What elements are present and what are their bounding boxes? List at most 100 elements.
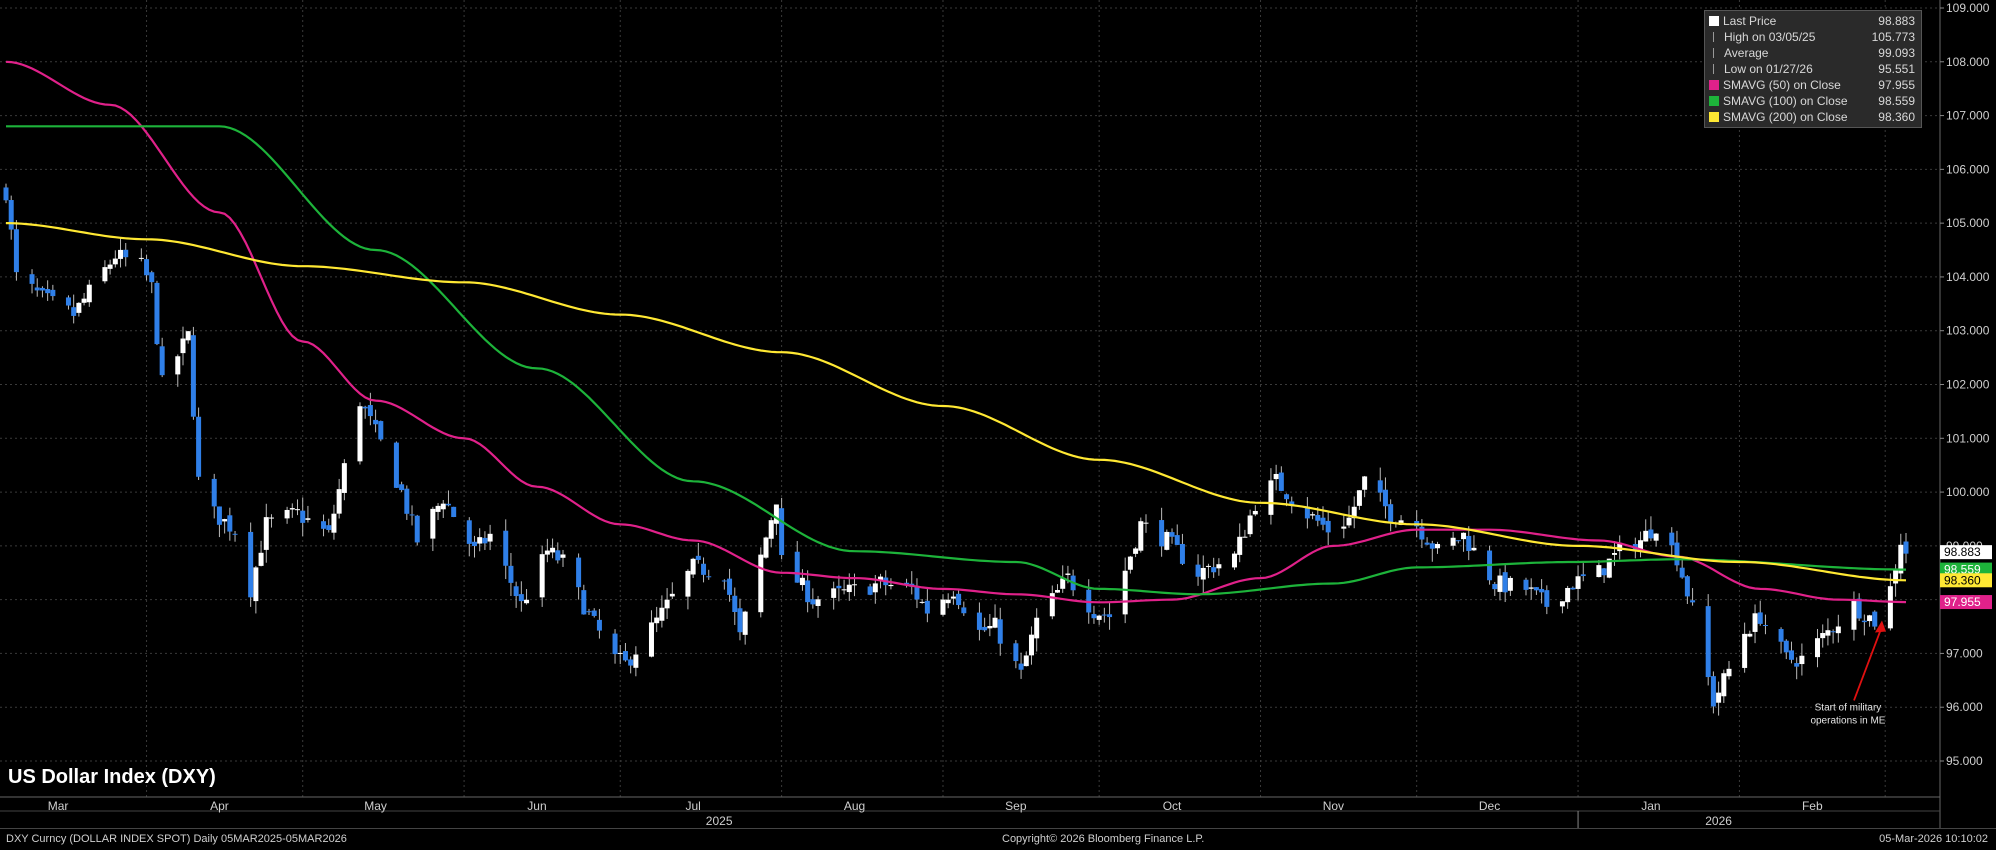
candle-down [367, 405, 373, 417]
candle-up [654, 617, 660, 624]
candle-up [305, 518, 311, 520]
candle-up [1559, 601, 1565, 607]
candle-down [591, 610, 597, 616]
legend-row: Last Price 98.883 [1709, 13, 1917, 29]
candle-up [1200, 567, 1206, 580]
candle-down [1429, 543, 1435, 549]
candle-up [331, 513, 337, 533]
candle-up [1341, 526, 1347, 529]
candle-down [471, 541, 477, 547]
candle-up [1138, 521, 1144, 551]
candle-down [1289, 501, 1295, 505]
candle-up [76, 302, 82, 313]
candle-up [1721, 673, 1727, 697]
candle-up [1596, 565, 1602, 578]
candle-up [1887, 586, 1893, 629]
candle-down [445, 503, 451, 506]
candle-down [1018, 663, 1024, 670]
candle-up [1133, 548, 1139, 554]
candle-down [1315, 514, 1321, 521]
candle-up [263, 517, 269, 550]
candle-up [336, 489, 342, 514]
candle-up [1471, 547, 1477, 551]
candle-up [799, 577, 805, 586]
candle-down [1159, 520, 1165, 547]
candle-down [737, 608, 743, 633]
candle-down [1778, 629, 1784, 642]
annotation-arrowhead [1874, 620, 1886, 633]
axis-value-tag: 97.955 [1940, 595, 1992, 610]
candle-down [810, 599, 816, 605]
annotation-text: operations in ME [1810, 715, 1885, 726]
candle-down [695, 555, 701, 560]
candle-up [1356, 490, 1362, 506]
candle-up [544, 550, 550, 555]
candle-up [1716, 692, 1722, 703]
candle-down [216, 506, 222, 525]
candle-up [773, 504, 779, 524]
candle-down [727, 578, 733, 595]
candle-up [685, 570, 691, 597]
candle-down [300, 510, 306, 523]
candle-down [34, 287, 40, 291]
candle-down [1377, 480, 1383, 493]
candle-up [1034, 617, 1040, 639]
candle-down [1278, 472, 1284, 491]
candles [3, 183, 1909, 716]
x-month-label: Nov [1323, 799, 1344, 813]
candle-up [1164, 531, 1170, 550]
candle-down [1788, 650, 1794, 660]
candle-down [1674, 542, 1680, 566]
candle-down [581, 590, 587, 615]
candle-down [404, 488, 410, 514]
candle-up [1216, 564, 1222, 569]
candle-down [914, 585, 920, 600]
candle-down [1382, 489, 1388, 507]
candle-up [477, 537, 483, 544]
candle-up [1055, 590, 1061, 593]
candle-up [560, 554, 566, 558]
high-marker-icon [1713, 32, 1720, 42]
candle-down [373, 419, 379, 425]
candle-down [503, 530, 509, 566]
candle-up [1726, 668, 1732, 677]
candle-up [86, 284, 92, 303]
axis-value-tag: 98.360 [1940, 573, 1992, 588]
candle-up [1247, 515, 1253, 535]
legend-row: Low on 01/27/26 95.551 [1709, 61, 1917, 77]
legend-value: 105.773 [1871, 30, 1915, 44]
candle-up [1237, 536, 1243, 555]
axis-tag-bg [1940, 573, 1992, 588]
candle-up [1611, 553, 1617, 555]
candle-up [1065, 573, 1071, 575]
candle-up [430, 508, 436, 539]
axis-tag-bg [1940, 545, 1992, 560]
candle-down [1830, 631, 1836, 633]
candle-up [1060, 578, 1066, 589]
candle-down [1544, 590, 1550, 607]
candle-down [1533, 587, 1539, 591]
x-month-label: Aug [844, 799, 865, 813]
candle-down [1195, 564, 1201, 577]
candle-up [1346, 517, 1352, 526]
candle-up [1893, 569, 1899, 584]
candle-up [633, 654, 639, 668]
candle-up [138, 257, 144, 259]
candle-up [1023, 655, 1029, 667]
candle-down [8, 200, 14, 230]
candle-down [123, 249, 129, 258]
candle-down [1320, 517, 1326, 525]
y-tick-label: 102.000 [1946, 378, 1990, 392]
candle-down [1284, 494, 1290, 500]
candle-up [1273, 473, 1279, 480]
candle-up [648, 622, 654, 657]
candle-down [513, 586, 519, 597]
candle-down [154, 282, 160, 345]
y-tick-label: 97.000 [1946, 646, 1983, 660]
candle-up [295, 509, 301, 511]
y-tick-label: 96.000 [1946, 700, 1983, 714]
candle-down [393, 442, 399, 488]
candle-down [1179, 543, 1185, 564]
candle-down [628, 659, 634, 666]
candle-up [1507, 577, 1513, 591]
